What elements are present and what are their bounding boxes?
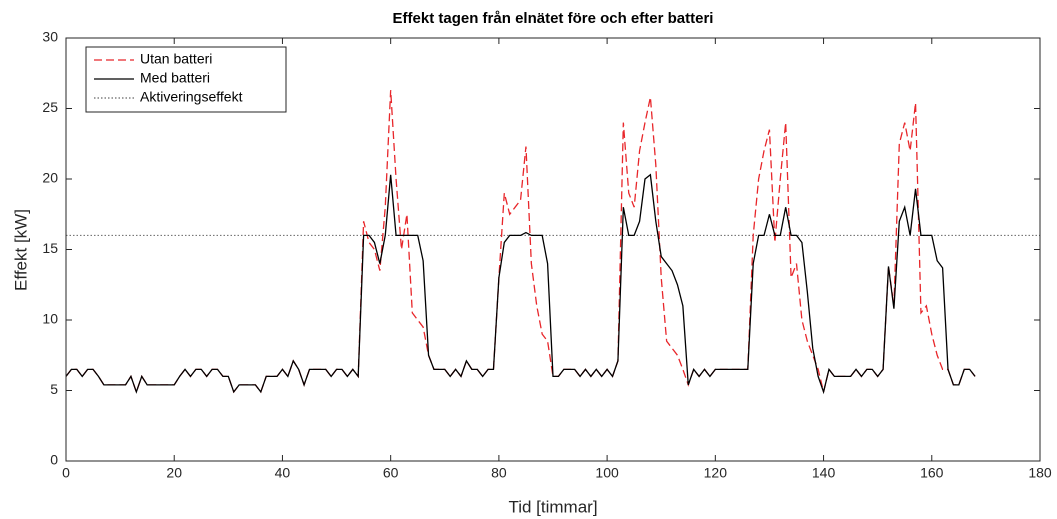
y-tick-label: 30: [42, 29, 58, 45]
y-tick-label: 15: [42, 240, 58, 256]
x-tick-label: 0: [62, 465, 70, 481]
y-tick-label: 10: [42, 311, 58, 327]
y-tick-label: 5: [50, 381, 58, 397]
x-tick-label: 140: [812, 465, 836, 481]
y-axis-label: Effekt [kW]: [11, 209, 30, 291]
y-tick-label: 25: [42, 99, 58, 115]
y-tick-label: 0: [50, 452, 58, 468]
x-tick-label: 120: [704, 465, 728, 481]
chart-title: Effekt tagen från elnätet före och efter…: [393, 10, 714, 27]
x-tick-label: 100: [595, 465, 619, 481]
x-tick-label: 40: [275, 465, 291, 481]
x-tick-label: 80: [491, 465, 507, 481]
x-tick-label: 160: [920, 465, 944, 481]
y-tick-label: 20: [42, 170, 58, 186]
x-tick-label: 180: [1028, 465, 1052, 481]
legend-label: Utan batteri: [140, 51, 212, 67]
legend-label: Aktiveringseffekt: [140, 89, 243, 105]
series-line: [65, 173, 976, 395]
plot-frame: [65, 37, 1041, 462]
x-tick-label: 60: [383, 465, 399, 481]
legend-label: Med batteri: [140, 70, 210, 86]
x-axis-label: Tid [timmar]: [508, 497, 597, 516]
x-tick-label: 20: [166, 465, 182, 481]
